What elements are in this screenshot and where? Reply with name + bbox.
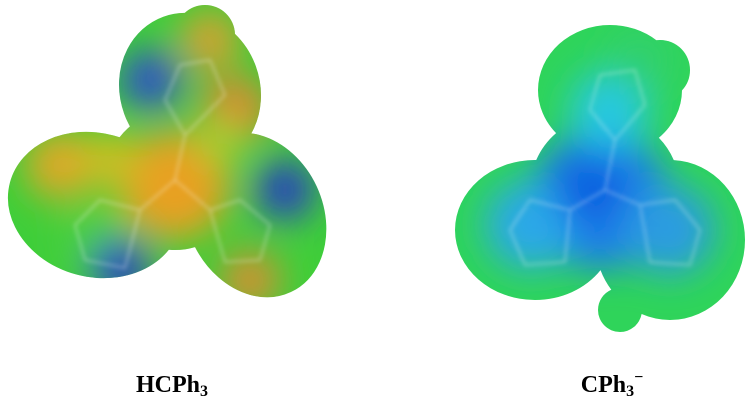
cph3-surface [455, 25, 745, 332]
label-superscript: − [634, 369, 643, 386]
label-subscript: 3 [200, 383, 208, 400]
label-text: HCPh [136, 372, 200, 398]
label-cph3: CPh3− [581, 369, 643, 400]
label-hcph3: HCPh3 [136, 372, 208, 400]
hcph3-surface [0, 0, 340, 320]
label-text: CPh [581, 372, 626, 398]
label-subscript: 3 [626, 383, 634, 400]
